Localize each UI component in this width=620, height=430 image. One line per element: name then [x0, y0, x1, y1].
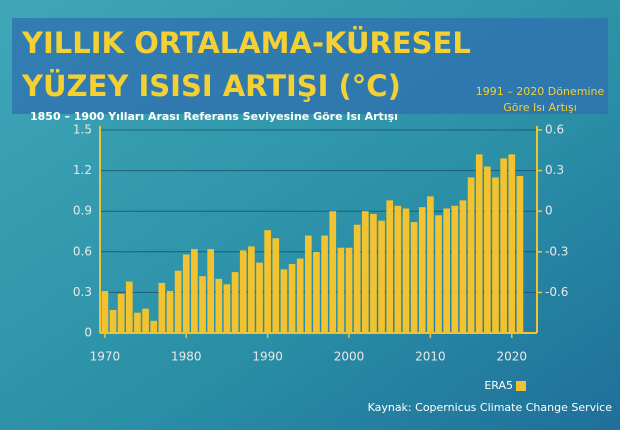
- source: Kaynak: Copernicus Climate Change Servic…: [368, 401, 613, 414]
- bar: [516, 176, 524, 333]
- bar: [207, 249, 215, 333]
- y2-tick-label: 0.3: [545, 163, 564, 177]
- subtitle: 1850 – 1900 Yılları Arası Referans Seviy…: [30, 110, 398, 123]
- bar: [182, 254, 190, 333]
- bar: [435, 215, 442, 333]
- y-tick-label: 1.5: [73, 123, 92, 137]
- x-tick-label: 2000: [334, 350, 365, 364]
- bar: [378, 220, 385, 333]
- bar: [484, 166, 491, 333]
- x-tick-label: 1980: [171, 350, 202, 364]
- bar: [345, 247, 353, 333]
- bar: [394, 205, 402, 333]
- bar: [304, 235, 312, 333]
- bar: [248, 246, 255, 333]
- bar: [402, 208, 410, 333]
- bar: [239, 250, 247, 333]
- bar: [125, 281, 133, 333]
- title-banner: [12, 18, 608, 114]
- bar: [288, 263, 296, 333]
- bar: [215, 278, 223, 333]
- bar: [223, 284, 231, 333]
- bar: [313, 251, 320, 333]
- y2-axis-label: 1991 – 2020 Dönemine: [476, 85, 605, 98]
- bar: [117, 293, 125, 333]
- bar: [386, 200, 394, 333]
- chart-title: YÜZEY ISISI ARTIŞI (°C): [21, 69, 401, 103]
- bar: [443, 208, 451, 333]
- bar: [134, 312, 141, 333]
- chart-title: YILLIK ORTALAMA-KÜRESEL: [21, 26, 471, 60]
- bar: [410, 222, 418, 333]
- bar: [353, 224, 361, 333]
- bar: [321, 235, 328, 333]
- bar: [337, 247, 345, 333]
- bar: [166, 291, 174, 333]
- bar: [101, 291, 109, 333]
- bar: [264, 230, 271, 333]
- bar: [280, 269, 288, 333]
- x-tick-label: 2020: [496, 350, 527, 364]
- bar: [296, 258, 304, 333]
- y-tick-label: 1.2: [73, 163, 92, 177]
- y2-tick-label: -0.6: [545, 285, 568, 299]
- bar: [109, 309, 117, 333]
- bar: [492, 177, 499, 333]
- y-tick-label: 0.6: [73, 244, 92, 258]
- x-tick-label: 1970: [90, 350, 121, 364]
- bar: [150, 320, 158, 333]
- x-tick-label: 1990: [252, 350, 283, 364]
- y2-tick-label: -0.3: [545, 244, 568, 258]
- y-tick-label: 0.3: [73, 285, 92, 299]
- y-tick-label: 0: [84, 326, 92, 340]
- bar: [174, 270, 182, 333]
- bar: [467, 177, 475, 333]
- bar: [370, 213, 377, 333]
- y2-tick-label: 0.6: [545, 123, 564, 137]
- y2-tick-label: 0: [545, 204, 553, 218]
- bar: [158, 282, 166, 333]
- legend-label: ERA5: [484, 379, 513, 392]
- bar: [272, 238, 280, 333]
- bar: [427, 196, 434, 333]
- bar: [459, 200, 467, 333]
- bar: [256, 262, 263, 333]
- bar: [508, 154, 516, 333]
- bar: [500, 158, 507, 333]
- bar: [451, 205, 459, 333]
- bar: [142, 308, 149, 333]
- bar: [199, 276, 206, 333]
- bar: [231, 272, 239, 333]
- bar: [191, 249, 198, 333]
- bar: [329, 211, 337, 333]
- y2-axis-label: Göre Isı Artışı: [503, 101, 577, 114]
- bar: [361, 211, 369, 333]
- y-tick-label: 0.9: [73, 204, 92, 218]
- legend-swatch: [516, 381, 526, 391]
- bar: [418, 207, 426, 333]
- x-tick-label: 2010: [415, 350, 446, 364]
- bar: [475, 154, 483, 333]
